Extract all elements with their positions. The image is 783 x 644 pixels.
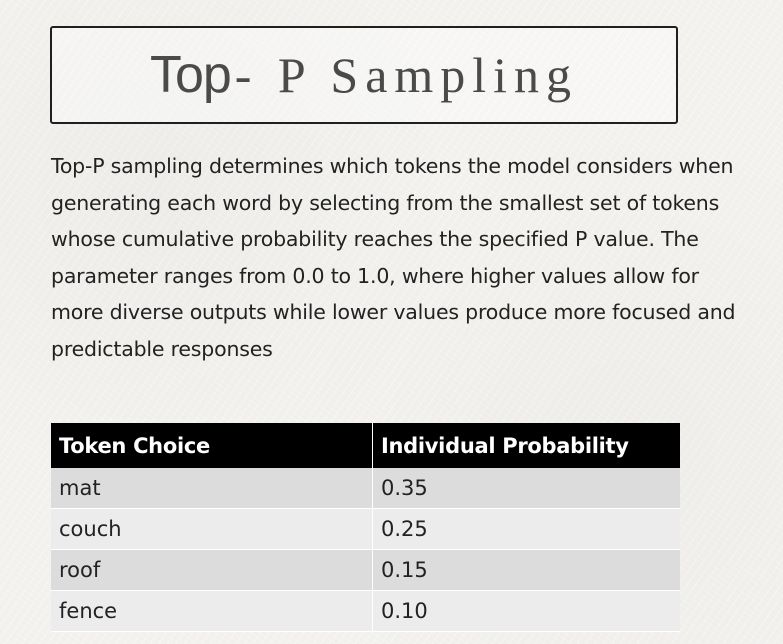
probability-cell: 0.35 bbox=[372, 468, 680, 509]
page-title-part-2: - P Sampling bbox=[234, 47, 579, 103]
token-cell: mat bbox=[51, 468, 373, 509]
page-title-part-1: Top bbox=[149, 46, 232, 104]
token-cell: fence bbox=[51, 590, 373, 632]
title-box: Top- P Sampling bbox=[50, 26, 678, 124]
column-header-individual-probability: Individual Probability bbox=[372, 423, 680, 468]
token-probability-table: Token Choice Individual Probability mat … bbox=[51, 423, 680, 632]
probability-cell: 0.15 bbox=[372, 549, 680, 591]
table-row: mat 0.35 bbox=[51, 468, 680, 509]
description-paragraph: Top-P sampling determines which tokens t… bbox=[51, 154, 736, 361]
table-header-row: Token Choice Individual Probability bbox=[51, 423, 680, 468]
probability-cell: 0.25 bbox=[372, 508, 680, 550]
token-cell: couch bbox=[51, 508, 373, 550]
column-header-token-choice: Token Choice bbox=[51, 423, 373, 468]
table-row: roof 0.15 bbox=[51, 549, 680, 591]
table-row: fence 0.10 bbox=[51, 590, 680, 632]
probability-cell: 0.10 bbox=[372, 590, 680, 632]
token-cell: roof bbox=[51, 549, 373, 591]
page-title: Top- P Sampling bbox=[150, 49, 578, 101]
table-row: couch 0.25 bbox=[51, 508, 680, 550]
